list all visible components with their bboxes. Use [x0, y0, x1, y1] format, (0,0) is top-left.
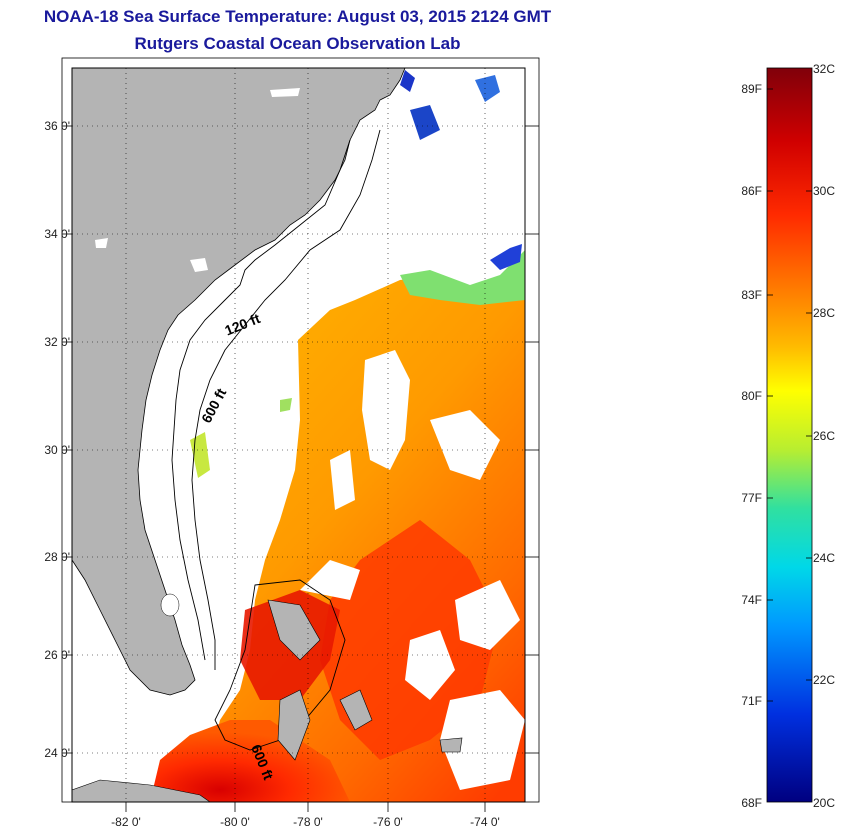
lat-label: 30 0'	[44, 443, 70, 457]
cloud-gap	[430, 410, 500, 480]
tick-marks	[62, 125, 539, 812]
colorbar-c-label: 32C	[813, 62, 836, 76]
island-bahamas	[277, 689, 311, 761]
isobath-120ft	[171, 139, 351, 661]
lon-label: -74 0'	[470, 815, 500, 829]
cool-patch	[410, 105, 440, 140]
tick-frame	[61, 57, 540, 803]
cloud-gap	[440, 690, 525, 790]
colorbar-f-label: 80F	[741, 389, 762, 403]
cloud-gap	[362, 350, 410, 470]
lon-label: -76 0'	[373, 815, 403, 829]
cool-patch	[475, 75, 500, 102]
lat-label: 34 0'	[44, 227, 70, 241]
cool-patch	[400, 70, 415, 92]
colorbar-f-label: 86F	[741, 184, 762, 198]
island-cuba-edge	[72, 779, 211, 802]
island-bahamas	[339, 689, 373, 731]
colorbar-f-label: 74F	[741, 593, 762, 607]
cool-patch	[400, 250, 525, 305]
graticule	[72, 68, 525, 802]
lake	[270, 88, 300, 97]
lon-label: -80 0'	[220, 815, 250, 829]
cool-patch	[490, 244, 522, 270]
isobath-label-120ft: 120 ft	[222, 310, 262, 339]
cloud-gap	[455, 580, 520, 650]
colorbar-c-label: 24C	[813, 551, 836, 565]
cloud-gap	[405, 630, 455, 700]
lat-label: 32 0'	[44, 335, 70, 349]
island-bahamas	[267, 599, 321, 661]
colorbar-f-label: 68F	[741, 796, 762, 810]
cool-patch	[280, 398, 292, 412]
cloud-gap	[330, 450, 355, 510]
map-title: NOAA-18 Sea Surface Temperature: August …	[43, 7, 552, 26]
colorbar-f-label: 71F	[741, 694, 762, 708]
lake-okeechobee	[160, 593, 180, 617]
isobath-label-600ft: 600 ft	[198, 385, 229, 425]
lat-label: 26 0'	[44, 648, 70, 662]
colorbar-c-label: 20C	[813, 796, 836, 810]
island-bahamas	[439, 737, 463, 753]
colorbar-ticks	[767, 88, 812, 702]
colorbar-gradient	[766, 67, 813, 803]
lake	[95, 238, 108, 248]
colorbar-f-label: 83F	[741, 288, 762, 302]
map-subtitle: Rutgers Coastal Ocean Observation Lab	[134, 34, 461, 53]
lat-label: 28 0'	[44, 550, 70, 564]
lon-label: -78 0'	[293, 815, 323, 829]
lon-label: -82 0'	[111, 815, 141, 829]
colorbar-c-label: 30C	[813, 184, 836, 198]
colorbar-c-label: 22C	[813, 673, 836, 687]
colorbar-c-label: 28C	[813, 306, 836, 320]
isobath-600ft	[191, 129, 381, 670]
lat-label: 24 0'	[44, 746, 70, 760]
colorbar-f-label: 77F	[741, 491, 762, 505]
lat-label: 36 0'	[44, 119, 70, 133]
colorbar-f-label: 89F	[741, 82, 762, 96]
colorbar-c-label: 26C	[813, 429, 836, 443]
lake	[190, 258, 208, 272]
